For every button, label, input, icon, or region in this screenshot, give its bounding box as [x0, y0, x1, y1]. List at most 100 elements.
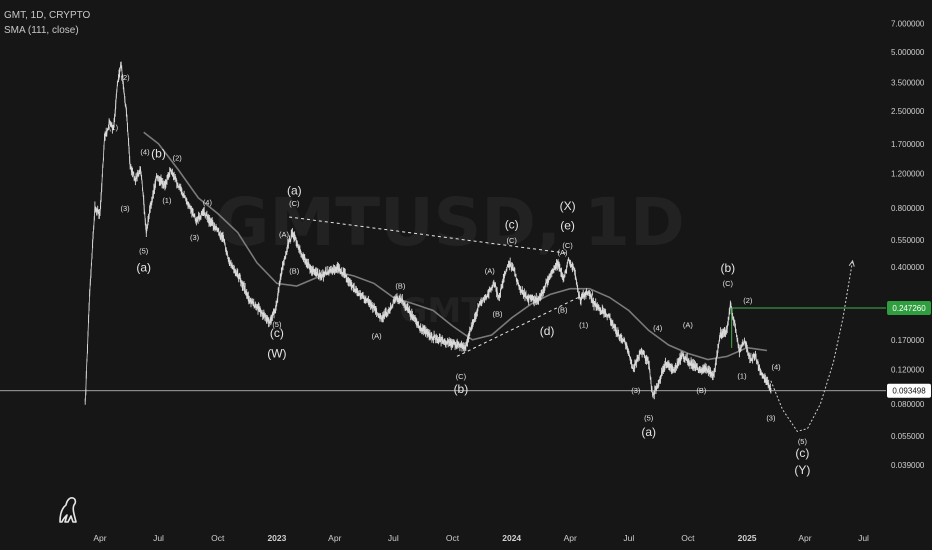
target-price-badge[interactable]	[887, 300, 931, 315]
price-line	[84, 64, 772, 402]
wave-label-34[interactable]: (1)	[579, 320, 589, 329]
wave-label-42[interactable]: (C)	[723, 279, 734, 288]
wave-label-33[interactable]: (d)	[540, 324, 555, 338]
wave-label-39[interactable]: (A)	[683, 321, 694, 330]
time-axis[interactable]: Apr Jul Oct 2023 Apr Jul Oct 2024 Apr Jul Oct 2025 A…	[93, 533, 869, 543]
wave-label-29[interactable]: (C)	[562, 241, 573, 250]
wave-label-36[interactable]: (3)	[631, 386, 641, 395]
y-tick-label-10: 0.170000	[891, 336, 925, 345]
y-tick-label-6: 1.200000	[891, 170, 925, 179]
wave-label-26[interactable]: (C)	[506, 236, 517, 245]
symbol-title[interactable]: GMT, 1D, CRYPTO	[4, 10, 91, 21]
wave-label-35[interactable]: (4)	[653, 323, 663, 332]
x-tick-label-11: Oct	[681, 533, 695, 543]
price-levels	[0, 307, 886, 392]
x-tick-label-10: Jul	[623, 533, 634, 543]
sma-111-line	[143, 131, 768, 361]
wave-label-28[interactable]: (e)	[560, 219, 575, 233]
x-tick-label-9: Apr	[564, 533, 577, 543]
wave-label-37[interactable]: (5)	[644, 413, 654, 422]
tradingview-dino-icon[interactable]	[59, 497, 77, 523]
wave-label-1[interactable]: (2)	[121, 73, 131, 82]
wave-label-17[interactable]: (c)	[270, 326, 284, 340]
wave-label-25[interactable]: (c)	[505, 217, 519, 231]
y-tick-label-13: 0.055000	[891, 432, 925, 441]
wave-label-16[interactable]: (5)	[272, 320, 282, 329]
current-price-badge-label: 0.093498	[892, 387, 926, 396]
wave-label-49[interactable]: (Y)	[794, 463, 810, 477]
wave-label-2[interactable]: (1)	[109, 123, 119, 132]
wave-label-38[interactable]: (a)	[641, 425, 656, 439]
wave-label-40[interactable]: (B)	[696, 386, 707, 395]
wave-label-4[interactable]: (b)	[151, 146, 166, 160]
wave-label-11[interactable]: (a)	[136, 260, 151, 274]
wave-label-18[interactable]: (W)	[267, 347, 286, 361]
x-tick-label-7: Oct	[446, 533, 460, 543]
x-tick-label-2: Jul	[153, 533, 164, 543]
y-tick-label-3: 3.500000	[891, 78, 925, 87]
wave-label-24[interactable]: (B)	[493, 309, 504, 318]
wave-label-41[interactable]: (b)	[720, 261, 735, 275]
y-tick-label-2: 5.000000	[891, 48, 925, 57]
forecast-curve[interactable]	[770, 260, 854, 432]
x-tick-label-5: Apr	[328, 533, 341, 543]
wave-label-46[interactable]: (3)	[766, 413, 776, 422]
wave-label-43[interactable]: (2)	[743, 296, 753, 305]
y-tick-label-4: 2.500000	[891, 107, 925, 116]
wave-label-14[interactable]: (A)	[279, 230, 290, 239]
y-tick-label-5: 1.700000	[891, 140, 925, 149]
y-tick-label-8: 0.550000	[891, 236, 925, 245]
wave-label-23[interactable]: (A)	[485, 267, 496, 276]
wave-label-3[interactable]: (4)	[140, 148, 150, 157]
y-tick-label-1: 7.000000	[891, 19, 925, 28]
wave-label-48[interactable]: (c)	[795, 446, 809, 460]
y-tick-label-7: 0.800000	[891, 204, 925, 213]
wave-label-15[interactable]: (B)	[289, 267, 300, 276]
wave-label-12[interactable]: (a)	[287, 183, 302, 197]
watermark: GMTUSD, 1D GMT	[215, 184, 685, 331]
wave-label-32[interactable]: (B)	[558, 306, 569, 315]
wave-label-44[interactable]: (1)	[737, 371, 747, 380]
wave-label-21[interactable]: (C)	[456, 372, 467, 381]
x-tick-label-3: Oct	[211, 533, 225, 543]
y-tick-label-11: 0.120000	[891, 366, 925, 375]
watermark-main: GMTUSD, 1D	[215, 184, 685, 261]
wave-label-22[interactable]: (b)	[454, 382, 469, 396]
y-tick-label-9: 0.400000	[891, 263, 925, 272]
chart-legend: GMT, 1D, CRYPTO SMA (111, close)	[4, 8, 90, 38]
wave-label-13[interactable]: (C)	[289, 199, 300, 208]
x-tick-label-14: Jul	[858, 533, 869, 543]
wave-label-6[interactable]: (1)	[162, 196, 172, 205]
wave-label-10[interactable]: (5)	[139, 246, 149, 255]
wave-labels: (2)(1)(4) (b) (2)(1)(3)(4)(3)(5)(a)(a)(C)(…	[109, 73, 810, 477]
wave-label-27[interactable]: (X)	[560, 199, 576, 213]
y-tick-label-14: 0.039000	[891, 461, 925, 470]
trendline-2[interactable]	[456, 296, 579, 357]
current-price-badge[interactable]	[887, 383, 931, 398]
wave-label-31[interactable]: (2)	[584, 288, 594, 297]
wave-label-19[interactable]: (B)	[395, 282, 406, 291]
wave-label-20[interactable]: (A)	[372, 331, 383, 340]
price-axis[interactable]: 7.000000 5.000000 3.500000 2.500000 1.700000…	[887, 19, 931, 470]
trendlines	[289, 216, 579, 357]
forecast-path	[770, 259, 855, 432]
wave-label-5[interactable]: (2)	[173, 153, 183, 162]
wave-label-9[interactable]: (3)	[190, 233, 200, 242]
x-tick-label-6: Jul	[388, 533, 399, 543]
wave-label-47[interactable]: (5)	[798, 437, 808, 446]
wave-label-45[interactable]: (4)	[772, 363, 782, 372]
wave-label-8[interactable]: (4)	[203, 198, 213, 207]
x-tick-label-12: 2025	[738, 533, 757, 543]
wave-label-30[interactable]: (A)	[558, 248, 569, 257]
x-tick-label-13: Apr	[798, 533, 811, 543]
x-tick-label-8: 2024	[502, 533, 521, 543]
target-price-badge-label: 0.247260	[892, 304, 926, 313]
x-tick-label-4: 2023	[267, 533, 286, 543]
trendline-1[interactable]	[289, 216, 568, 254]
indicator-title[interactable]: SMA (111, close)	[4, 25, 79, 36]
wave-label-7[interactable]: (3)	[121, 204, 131, 213]
x-tick-label-1: Apr	[93, 533, 106, 543]
y-tick-label-12: 0.080000	[891, 400, 925, 409]
